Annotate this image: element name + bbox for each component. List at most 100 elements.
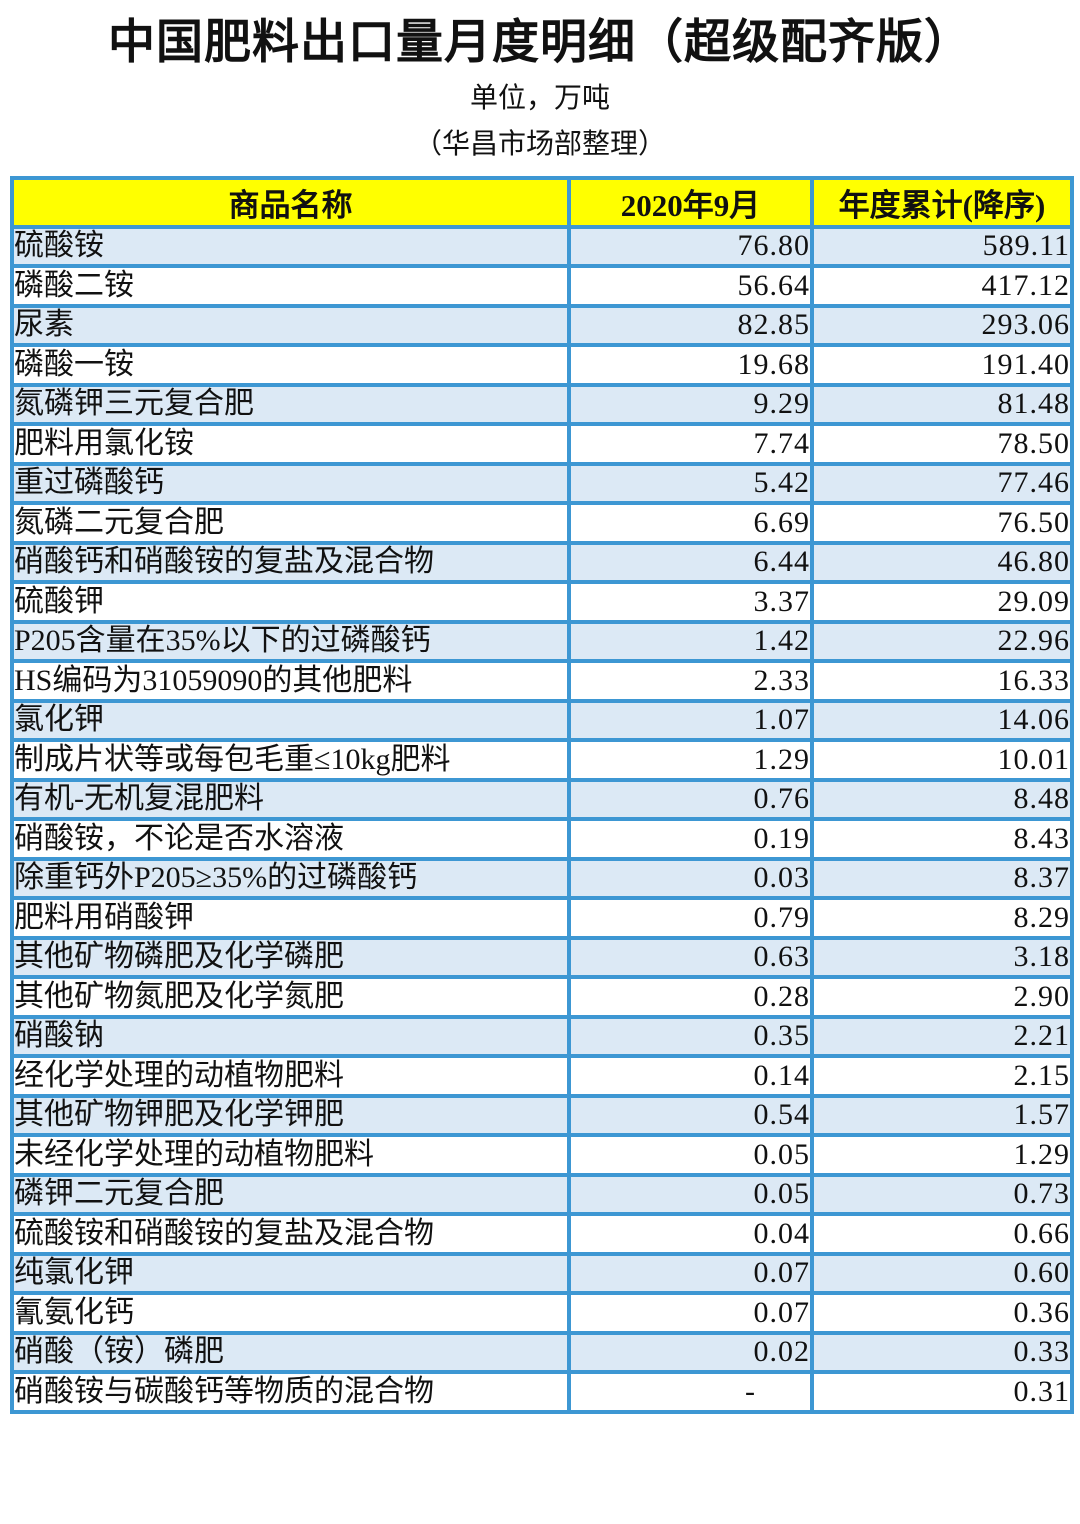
- sep-2020-value-cell: 0.14: [567, 1054, 814, 1098]
- product-name-cell: 硝酸（铵）磷肥: [10, 1330, 571, 1375]
- table-row: 硫酸铵和硝酸铵的复盐及混合物 0.04 0.66: [10, 1212, 1074, 1256]
- sep-2020-value-cell: 19.68: [567, 343, 814, 387]
- ytd-cumulative-value-cell: 3.18: [810, 935, 1074, 980]
- table-row: 硝酸钠 0.35 2.21: [10, 1014, 1074, 1059]
- product-name-cell: 重过磷酸钙: [10, 461, 571, 506]
- product-name-cell: 纯氯化钾: [10, 1251, 571, 1296]
- product-name-cell: 经化学处理的动植物肥料: [10, 1054, 571, 1098]
- product-name-cell: 其他矿物磷肥及化学磷肥: [10, 935, 571, 980]
- table-row: 氮磷钾三元复合肥 9.29 81.48: [10, 382, 1074, 427]
- column-header-ytd-cumulative: 年度累计(降序): [810, 175, 1074, 229]
- sep-2020-value-cell: 0.35: [567, 1014, 814, 1059]
- product-name-cell: 肥料用硝酸钾: [10, 896, 571, 940]
- product-name-cell: 硫酸铵和硝酸铵的复盐及混合物: [10, 1212, 571, 1256]
- ytd-cumulative-value-cell: 2.15: [810, 1054, 1074, 1098]
- ytd-cumulative-value-cell: 77.46: [810, 461, 1074, 506]
- sep-2020-value-cell: 0.03: [567, 856, 814, 901]
- sep-2020-value-cell: 3.37: [567, 580, 814, 624]
- table-row: 制成片状等或每包毛重≤10kg肥料 1.29 10.01: [10, 738, 1074, 782]
- table-row: 其他矿物钾肥及化学钾肥 0.54 1.57: [10, 1093, 1074, 1138]
- ytd-cumulative-value-cell: 14.06: [810, 698, 1074, 743]
- sep-2020-value-cell: 0.54: [567, 1093, 814, 1138]
- table-row: 经化学处理的动植物肥料 0.14 2.15: [10, 1054, 1074, 1098]
- table-row: 硫酸铵 76.80 589.11: [10, 224, 1074, 269]
- ytd-cumulative-value-cell: 1.57: [810, 1093, 1074, 1138]
- sep-2020-value-cell: 0.19: [567, 817, 814, 861]
- table-body: 硫酸铵 76.80 589.11 磷酸二铵 56.64 417.12 尿素 82.85 293.…: [10, 224, 1074, 1414]
- product-name-cell: 硝酸钙和硝酸铵的复盐及混合物: [10, 540, 571, 585]
- table-row: 肥料用硝酸钾 0.79 8.29: [10, 896, 1074, 940]
- ytd-cumulative-value-cell: 8.29: [810, 896, 1074, 940]
- sep-2020-value-cell: 1.07: [567, 698, 814, 743]
- table-row: 氮磷二元复合肥 6.69 76.50: [10, 501, 1074, 545]
- product-name-cell: 制成片状等或每包毛重≤10kg肥料: [10, 738, 571, 782]
- sep-2020-value-cell: 76.80: [567, 224, 814, 269]
- sep-2020-value-cell: 56.64: [567, 264, 814, 308]
- table-row: 硝酸铵，不论是否水溶液 0.19 8.43: [10, 817, 1074, 861]
- table-row: 磷钾二元复合肥 0.05 0.73: [10, 1172, 1074, 1217]
- sep-2020-value-cell: 0.76: [567, 777, 814, 822]
- table-row: 硝酸铵与碳酸钙等物质的混合物 -0.31: [10, 1370, 1074, 1414]
- ytd-cumulative-value-cell: 0.60: [810, 1251, 1074, 1296]
- ytd-cumulative-value-cell: 0.31: [810, 1370, 1074, 1414]
- sep-2020-value-cell: 0.07: [567, 1251, 814, 1296]
- ytd-cumulative-value-cell: 22.96: [810, 619, 1074, 664]
- sep-2020-value-cell: 6.44: [567, 540, 814, 585]
- table-row: 氰氨化钙 0.07 0.36: [10, 1291, 1074, 1335]
- ytd-cumulative-value-cell: 8.48: [810, 777, 1074, 822]
- product-name-cell: 磷酸二铵: [10, 264, 571, 308]
- product-name-cell: 肥料用氯化铵: [10, 422, 571, 466]
- product-name-cell: 其他矿物氮肥及化学氮肥: [10, 975, 571, 1019]
- sep-2020-value-cell: 1.42: [567, 619, 814, 664]
- ytd-cumulative-value-cell: 10.01: [810, 738, 1074, 782]
- table-row: 其他矿物氮肥及化学氮肥 0.28 2.90: [10, 975, 1074, 1019]
- table-row: 有机-无机复混肥料 0.76 8.48: [10, 777, 1074, 822]
- product-name-cell: 氮磷钾三元复合肥: [10, 382, 571, 427]
- sep-2020-value-cell: 0.07: [567, 1291, 814, 1335]
- sep-2020-value-cell: 0.28: [567, 975, 814, 1019]
- sep-2020-value-cell: 0.79: [567, 896, 814, 940]
- table-row: 磷酸二铵 56.64 417.12: [10, 264, 1074, 308]
- ytd-cumulative-value-cell: 0.33: [810, 1330, 1074, 1375]
- ytd-cumulative-value-cell: 8.37: [810, 856, 1074, 901]
- product-name-cell: 硝酸钠: [10, 1014, 571, 1059]
- ytd-cumulative-value-cell: 0.36: [810, 1291, 1074, 1335]
- ytd-cumulative-value-cell: 0.73: [810, 1172, 1074, 1217]
- product-name-cell: 有机-无机复混肥料: [10, 777, 571, 822]
- ytd-cumulative-value-cell: 191.40: [810, 343, 1074, 387]
- subtitle-unit: 单位，万吨: [469, 82, 610, 114]
- sep-2020-value-cell: 9.29: [567, 382, 814, 427]
- product-name-cell: 硫酸铵: [10, 224, 571, 269]
- table-row: 硝酸（铵）磷肥 0.02 0.33: [10, 1330, 1074, 1375]
- sep-2020-value-cell: 1.29: [567, 738, 814, 782]
- product-name-cell: 未经化学处理的动植物肥料: [10, 1133, 571, 1177]
- product-name-cell: 磷酸一铵: [10, 343, 571, 387]
- sep-2020-value-cell: 0.05: [567, 1172, 814, 1217]
- sep-2020-value-cell: -: [567, 1370, 814, 1414]
- ytd-cumulative-value-cell: 293.06: [810, 303, 1074, 348]
- column-header-month-sep-2020: 2020年9月: [567, 175, 814, 229]
- ytd-cumulative-value-cell: 1.29: [810, 1133, 1074, 1177]
- ytd-cumulative-value-cell: 29.09: [810, 580, 1074, 624]
- ytd-cumulative-value-cell: 0.66: [810, 1212, 1074, 1256]
- product-name-cell: 氮磷二元复合肥: [10, 501, 571, 545]
- ytd-cumulative-value-cell: 78.50: [810, 422, 1074, 466]
- ytd-cumulative-value-cell: 16.33: [810, 659, 1074, 703]
- product-name-cell: 氰氨化钙: [10, 1291, 571, 1335]
- product-name-cell: 硫酸钾: [10, 580, 571, 624]
- product-name-cell: 除重钙外P205≥35%的过磷酸钙: [10, 856, 571, 901]
- subtitle-source: （华昌市场部整理）: [413, 129, 666, 161]
- product-name-cell: 氯化钾: [10, 698, 571, 743]
- column-header-product-name: 商品名称: [10, 175, 571, 229]
- sep-2020-value-cell: 0.05: [567, 1133, 814, 1177]
- product-name-cell: 磷钾二元复合肥: [10, 1172, 571, 1217]
- table-row: HS编码为31059090的其他肥料 2.33 16.33: [10, 659, 1074, 703]
- sep-2020-value-cell: 0.02: [567, 1330, 814, 1375]
- fertilizer-export-table: 商品名称 2020年9月 年度累计(降序) 硫酸铵 76.80 589.11 磷酸二铵…: [10, 175, 1074, 1414]
- ytd-cumulative-value-cell: 589.11: [810, 224, 1074, 269]
- ytd-cumulative-value-cell: 8.43: [810, 817, 1074, 861]
- ytd-cumulative-value-cell: 2.21: [810, 1014, 1074, 1059]
- product-name-cell: 硝酸铵，不论是否水溶液: [10, 817, 571, 861]
- sep-2020-value-cell: 0.04: [567, 1212, 814, 1256]
